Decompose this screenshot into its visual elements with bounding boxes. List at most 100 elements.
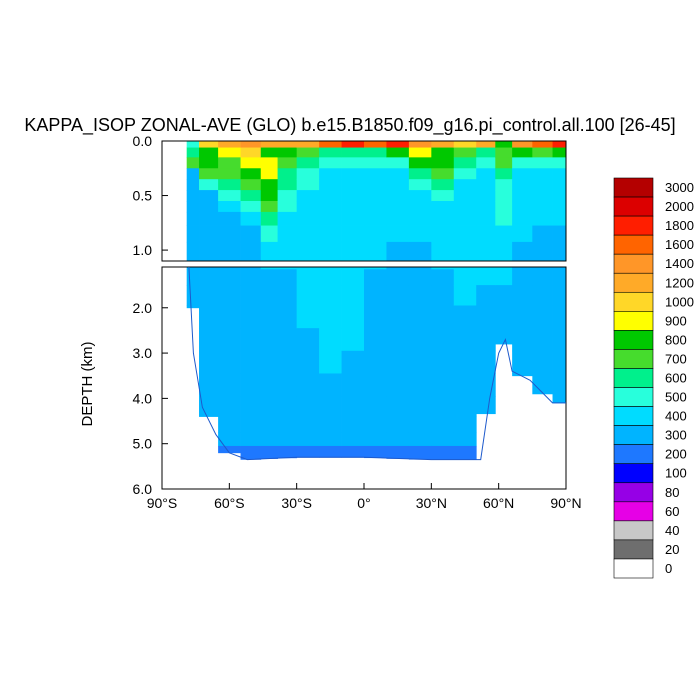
field-cell xyxy=(218,350,241,374)
field-cell xyxy=(240,241,262,261)
field-cell xyxy=(296,147,320,158)
colorbar-swatch xyxy=(613,234,654,255)
field-cell xyxy=(476,241,496,261)
field-cell xyxy=(240,350,262,374)
field-cell xyxy=(319,328,342,352)
field-cell xyxy=(364,241,387,261)
colorbar-swatch xyxy=(613,215,654,236)
field-cell xyxy=(186,225,200,243)
field-cell xyxy=(386,445,410,459)
field-cell xyxy=(512,305,533,329)
field-cell xyxy=(296,328,320,352)
field-cell xyxy=(319,373,342,397)
field-cell xyxy=(277,373,298,397)
field-cell xyxy=(386,168,410,180)
field-cell xyxy=(495,190,513,202)
colorbar-label: 700 xyxy=(665,352,687,367)
colorbar-swatch xyxy=(613,406,654,426)
field-cell xyxy=(341,416,365,433)
field-cell xyxy=(453,396,477,417)
field-cell xyxy=(476,179,496,191)
field-cell xyxy=(240,285,262,306)
field-cell xyxy=(296,267,320,270)
field-cell xyxy=(552,179,566,191)
field-cell xyxy=(277,396,298,417)
field-cell xyxy=(199,157,219,169)
colorbar-label: 500 xyxy=(665,390,687,405)
field-cell xyxy=(186,267,200,270)
field-cell xyxy=(476,201,496,213)
field-cell xyxy=(296,211,320,226)
field-cell xyxy=(319,141,342,148)
field-cell xyxy=(199,328,219,352)
colorbar-swatch xyxy=(613,558,654,579)
field-cell xyxy=(218,225,241,243)
field-cell xyxy=(319,396,342,417)
field-cell xyxy=(532,168,553,180)
field-cell xyxy=(552,141,566,148)
field-cell xyxy=(512,141,533,148)
field-cell xyxy=(453,147,477,158)
colorbar-label: 200 xyxy=(665,447,687,462)
field-cell xyxy=(532,179,553,191)
field-cell xyxy=(341,147,365,158)
field-cell xyxy=(495,157,513,169)
field-cell xyxy=(341,241,365,261)
field-cell xyxy=(552,305,566,329)
colorbar-label: 1400 xyxy=(665,256,694,271)
field-cell xyxy=(186,241,200,261)
colorbar-label: 80 xyxy=(665,485,679,500)
colorbar-label: 60 xyxy=(665,504,679,519)
field-cell xyxy=(386,432,410,447)
field-cell xyxy=(296,305,320,329)
colorbar-label: 1600 xyxy=(665,237,694,252)
field-cell xyxy=(240,190,262,202)
field-cell xyxy=(453,328,477,352)
field-cell xyxy=(199,241,219,261)
field-cell xyxy=(532,269,553,286)
field-cell xyxy=(218,241,241,261)
field-cell xyxy=(408,267,432,270)
field-cell xyxy=(277,416,298,433)
field-cell xyxy=(296,445,320,458)
colorbar-label: 3000 xyxy=(665,180,694,195)
colorbar-label: 900 xyxy=(665,313,687,328)
colorbar-label: 100 xyxy=(665,466,687,481)
field-cell xyxy=(296,141,320,148)
field-cell xyxy=(277,179,298,191)
field-cell xyxy=(319,211,342,226)
field-cell xyxy=(296,396,320,417)
colorbar-label: 1200 xyxy=(665,275,694,290)
field-cell xyxy=(532,241,553,261)
colorbar-swatch xyxy=(613,463,654,484)
field-cell xyxy=(277,225,298,243)
field-cell xyxy=(532,157,553,169)
field-cell xyxy=(386,373,410,397)
field-cell xyxy=(431,285,455,306)
colorbar-swatch xyxy=(613,272,654,293)
field-cell xyxy=(476,168,496,180)
field-cell xyxy=(240,328,262,352)
field-cell xyxy=(476,211,496,226)
field-cell xyxy=(199,396,219,417)
field-cell xyxy=(260,241,278,261)
field-cell xyxy=(495,269,513,286)
field-cell xyxy=(476,225,496,243)
field-cell xyxy=(386,305,410,329)
field-cell xyxy=(199,269,219,286)
field-cell xyxy=(476,190,496,202)
field-cell xyxy=(218,190,241,202)
field-cell xyxy=(512,225,533,243)
field-cell xyxy=(408,445,432,460)
field-cell xyxy=(186,168,200,180)
field-cell xyxy=(341,157,365,169)
field-cell xyxy=(431,396,455,417)
y-tick-label: 5.0 xyxy=(133,436,153,452)
field-cell xyxy=(476,350,496,374)
field-cell xyxy=(512,269,533,286)
field-cell xyxy=(296,432,320,447)
colorbar-swatch xyxy=(613,520,654,541)
field-cell xyxy=(319,225,342,243)
field-cell xyxy=(277,328,298,352)
field-cell xyxy=(218,157,241,169)
